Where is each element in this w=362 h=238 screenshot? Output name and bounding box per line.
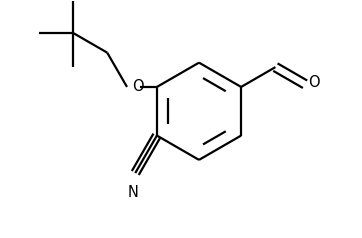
Text: O: O (308, 75, 320, 90)
Text: O: O (132, 79, 144, 94)
Text: N: N (128, 184, 139, 199)
